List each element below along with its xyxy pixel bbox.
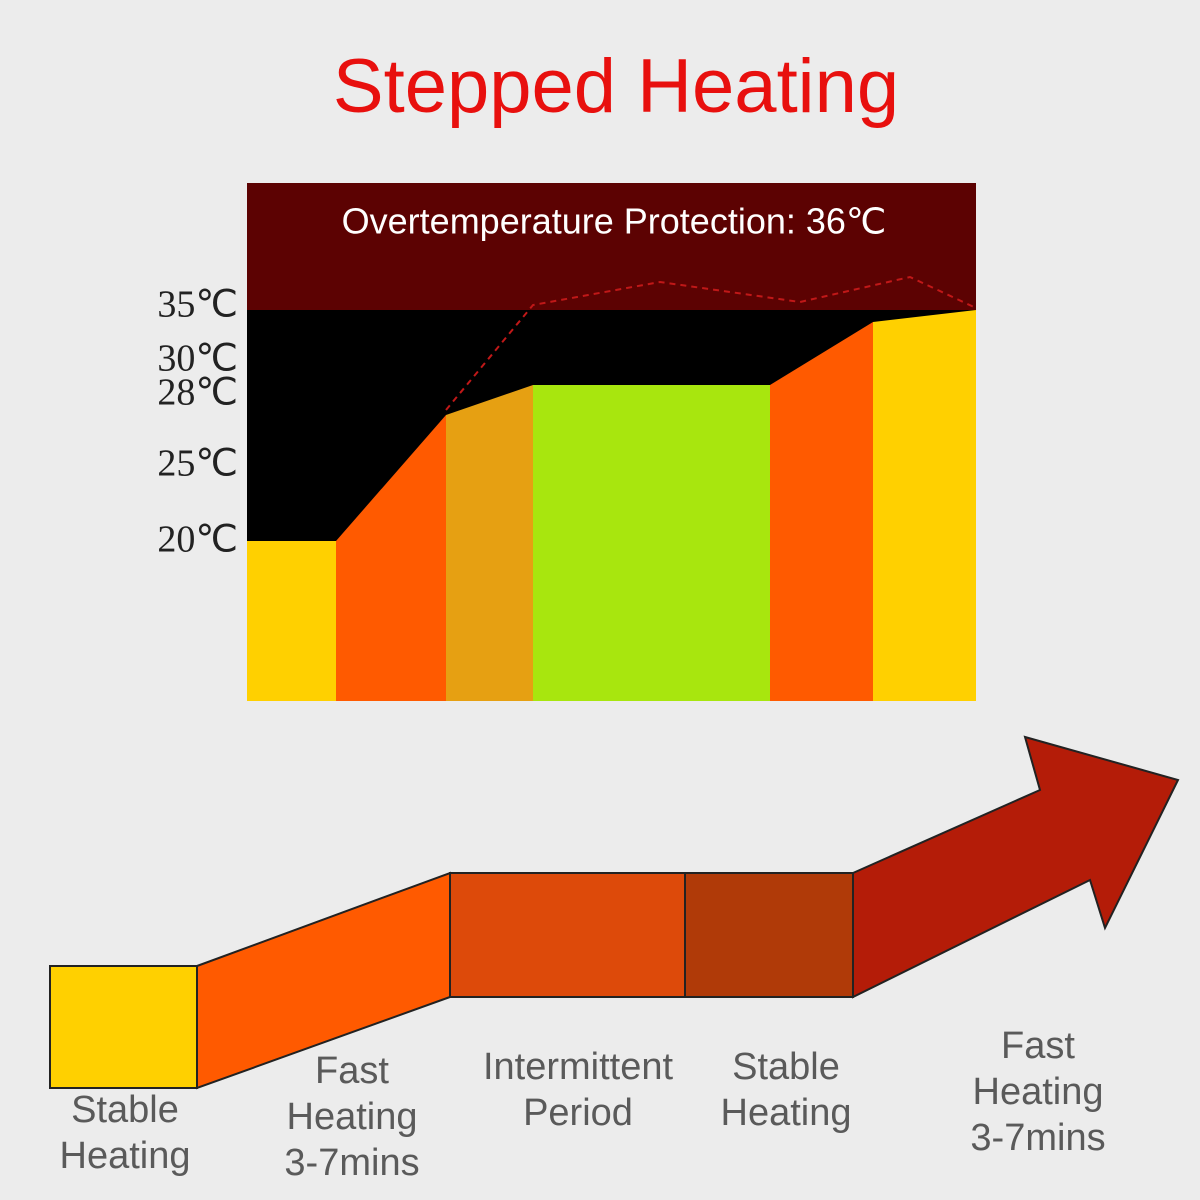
stage-label: Heating xyxy=(287,1096,418,1138)
stage-label: Intermittent xyxy=(483,1046,674,1088)
stage-label: Fast xyxy=(315,1050,389,1092)
arrow-head xyxy=(852,735,1180,999)
temp-label: 30℃ xyxy=(157,338,238,380)
stage-label: 3-7mins xyxy=(284,1142,419,1184)
temp-label: 25℃ xyxy=(157,443,238,485)
stage-column xyxy=(770,322,873,701)
stage-label: Fast xyxy=(1001,1025,1075,1067)
stage-label: Stable xyxy=(71,1089,179,1131)
banner-text: Overtemperature Protection: 36℃ xyxy=(342,201,887,242)
arrow-block xyxy=(449,872,686,998)
stage-column xyxy=(873,310,976,701)
stage-label: Stable xyxy=(732,1046,840,1088)
temp-label: 28℃ xyxy=(157,372,238,414)
stage-column xyxy=(446,385,533,701)
stage-label: Heating xyxy=(60,1135,191,1177)
stage-label: Heating xyxy=(721,1092,852,1134)
temperature-chart: Overtemperature Protection: 36℃ 35℃ 30℃ … xyxy=(157,183,977,701)
stage-column xyxy=(247,541,336,701)
stage-column xyxy=(533,385,770,701)
temp-label: 35℃ xyxy=(157,284,238,326)
stage-label: 3-7mins xyxy=(970,1117,1105,1159)
title: Stepped Heating xyxy=(333,44,899,129)
stage-label: Heating xyxy=(973,1071,1104,1113)
stage-labels: StableHeatingFastHeating3-7minsIntermitt… xyxy=(60,1025,1106,1184)
arrow-block xyxy=(49,965,198,1089)
stage-column xyxy=(336,415,446,701)
arrow-block xyxy=(684,872,854,998)
temp-label: 20℃ xyxy=(157,519,238,561)
dashed-trend xyxy=(445,275,977,411)
stage-arrow xyxy=(49,735,1180,1090)
stage-label: Period xyxy=(523,1092,633,1134)
